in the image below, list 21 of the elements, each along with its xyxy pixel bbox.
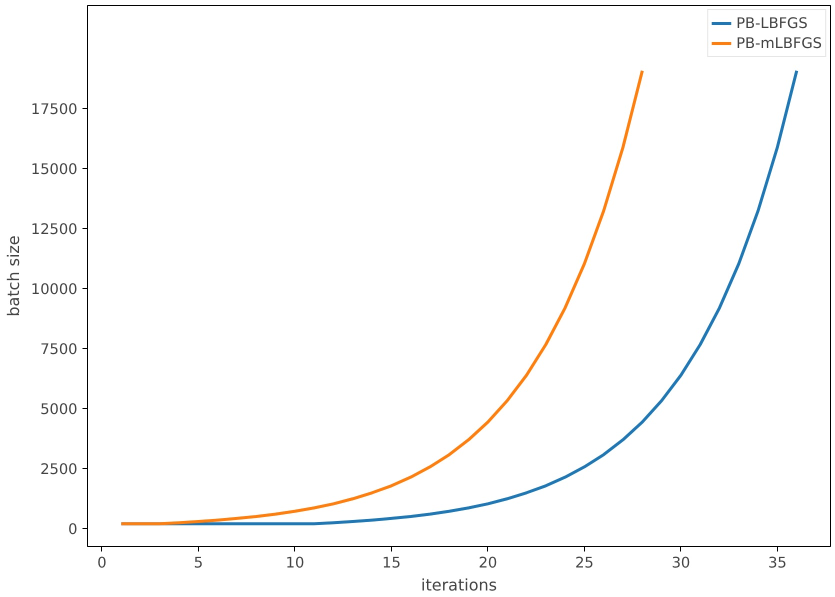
x-tick-label: 0 xyxy=(97,554,107,572)
x-tick-label: 35 xyxy=(768,554,787,572)
y-tick-label: 5000 xyxy=(40,401,78,418)
y-axis-title: batch size xyxy=(4,235,23,317)
legend-label: PB-LBFGS xyxy=(736,14,808,32)
y-tick-label: 17500 xyxy=(30,101,78,118)
y-tick-label: 12500 xyxy=(30,221,78,238)
x-axis-title: iterations xyxy=(421,576,497,594)
y-tick-label: 7500 xyxy=(40,341,78,358)
y-tick-label: 2500 xyxy=(40,461,78,478)
y-tick-label: 10000 xyxy=(30,281,78,298)
line-series xyxy=(120,69,644,526)
x-tick-label: 15 xyxy=(382,554,401,572)
x-tick-label: 25 xyxy=(575,554,594,572)
y-tick-label: 15000 xyxy=(30,161,78,178)
x-tick-label: 5 xyxy=(194,554,204,572)
x-tick-label: 10 xyxy=(286,554,304,572)
legend-label: PB-mLBFGS xyxy=(736,34,822,52)
x-tick-label: 30 xyxy=(672,554,690,572)
x-tick-label: 20 xyxy=(478,554,498,572)
y-tick-label: 0 xyxy=(68,521,78,538)
